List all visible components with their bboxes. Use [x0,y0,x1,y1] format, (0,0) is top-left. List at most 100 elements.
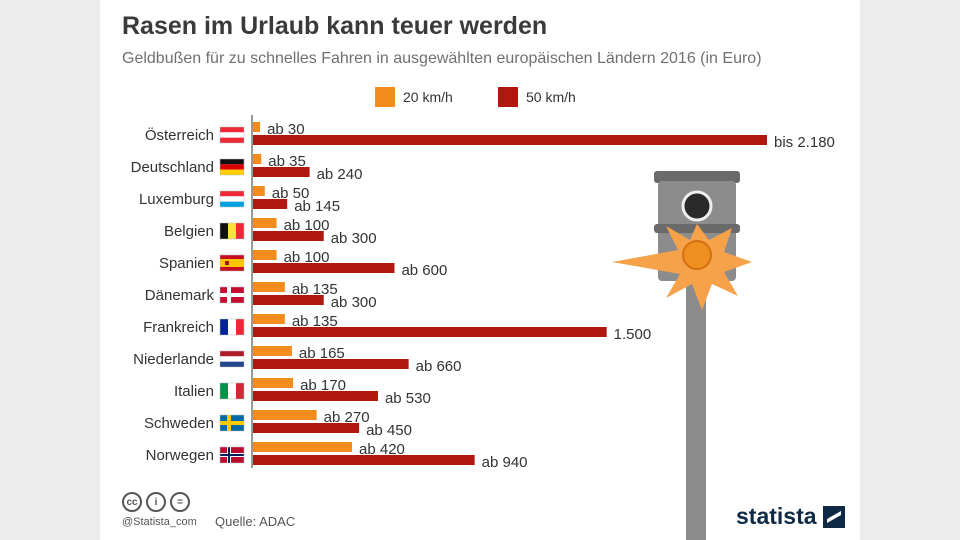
flag-belgium-icon [219,222,245,240]
flag-stripe [220,255,244,259]
flag-stripe [236,383,244,399]
bar-20kmh [253,250,277,260]
data-label-50kmh: ab 300 [331,230,377,247]
chart-row: Frankreich ab 135 1.500 [143,313,651,343]
bar-chart: Österreich ab 30 bis 2.180 Deutschland ab 35… [131,115,835,471]
camera-pole [686,280,706,540]
legend-label-50kmh: 50 km/h [526,89,576,105]
flag-stripe [228,319,236,335]
legend-item-50kmh: 50 km/h [498,87,576,107]
category-label: Luxemburg [139,191,214,208]
legend-item-20kmh: 20 km/h [375,87,453,107]
camera-flash-lens-icon [682,240,712,270]
flag-border [219,222,245,240]
flag-france-icon [219,318,245,336]
category-label: Norwegen [146,447,214,464]
category-label: Niederlande [133,351,214,368]
data-label-20kmh: ab 165 [299,345,345,362]
flag-stripe [220,223,228,239]
bar-20kmh [253,378,294,388]
bar-20kmh [253,154,262,164]
bar-50kmh [253,295,324,305]
flag-spain-icon [219,254,245,272]
chart-row: Italien ab 170 ab 530 [174,377,431,407]
data-label-20kmh: ab 35 [268,153,306,170]
data-label-50kmh: ab 600 [401,262,447,279]
chart-row: Norwegen ab 420 ab 940 [146,441,528,471]
bar-50kmh [253,231,324,241]
flag-austria-icon [219,126,245,144]
flag-stripe [220,259,244,267]
data-label-20kmh: ab 420 [359,441,405,458]
data-label-50kmh: 1.500 [614,326,652,343]
chart-row: Deutschland ab 35 ab 240 [131,153,363,183]
flag-stripe [220,383,228,399]
data-label-50kmh: ab 530 [385,390,431,407]
bar-20kmh [253,282,285,292]
flag-italy-icon [219,382,245,400]
category-label: Italien [174,383,214,400]
flag-stripe [220,196,244,202]
camera-top-cap [654,171,740,183]
bar-20kmh [253,442,353,452]
category-label: Österreich [145,126,214,144]
chart-row: Österreich ab 30 bis 2.180 [145,121,835,151]
data-label-20kmh: ab 100 [284,217,330,234]
flag-norway-icon [219,446,245,464]
flag-stripe [220,351,244,357]
data-label-50kmh: ab 450 [366,422,412,439]
flag-stripe [225,261,229,265]
bar-20kmh [253,218,277,228]
flag-border [219,286,245,304]
chart-row: Niederlande ab 165 ab 660 [133,345,461,375]
flag-stripe [220,169,244,175]
camera-lens-icon [681,190,713,222]
category-label: Deutschland [131,159,214,176]
flag-stripe [220,137,244,143]
infographic-card: Rasen im Urlaub kann teuer werden Geldbu… [100,0,860,540]
bar-20kmh [253,186,265,196]
flag-border [219,414,245,432]
flag-stripe [220,293,244,297]
flag-border [219,158,245,176]
bar-50kmh [253,423,360,433]
flag-stripe [220,361,244,367]
flag-sweden-icon [219,414,245,432]
bar-20kmh [253,122,261,132]
footer-handle: @Statista_com [122,516,197,528]
bar-20kmh [253,314,285,324]
flag-stripe [220,454,244,456]
flag-border [219,350,245,368]
statista-logo: statista [736,503,845,530]
speed-camera-illustration [612,171,752,540]
flag-stripe [220,191,244,197]
data-label-50kmh: ab 240 [317,166,363,183]
flag-stripe [228,383,236,399]
footer-source: Quelle: ADAC [215,514,296,529]
flag-stripe [220,132,244,138]
license-icons: cc i = [122,492,190,512]
bar-50kmh [253,135,767,145]
brand-wordmark: statista [736,503,817,529]
bar-50kmh [253,263,395,273]
flag-border [219,190,245,208]
flag-netherlands-icon [219,350,245,368]
flag-border [219,254,245,272]
flag-denmark-icon [219,286,245,304]
flag-stripe [236,223,244,239]
flag-stripe [228,223,236,239]
bar-20kmh [253,410,317,420]
flag-border [219,382,245,400]
flag-stripe [220,421,244,425]
flag-stripe [220,201,244,207]
bar-50kmh [253,327,607,337]
flag-stripe [220,356,244,362]
flag-stripe [220,267,244,271]
flag-stripe [220,164,244,170]
legend-swatch-20kmh [375,87,395,107]
data-label-50kmh: bis 2.180 [774,134,835,151]
creative-commons-icon: cc [122,492,142,512]
data-label-50kmh: ab 660 [416,358,462,375]
category-label: Dänemark [145,287,215,304]
